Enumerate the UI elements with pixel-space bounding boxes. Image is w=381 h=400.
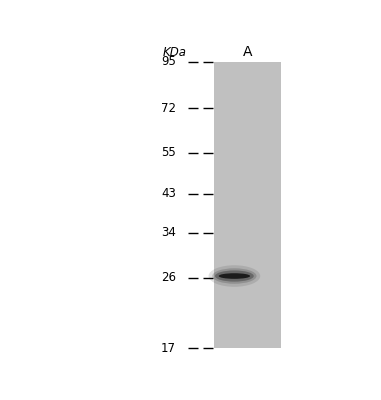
Text: 26: 26: [161, 271, 176, 284]
Ellipse shape: [219, 273, 250, 279]
Ellipse shape: [215, 270, 254, 282]
Text: 34: 34: [161, 226, 176, 240]
Ellipse shape: [212, 268, 256, 284]
Text: 95: 95: [161, 55, 176, 68]
Text: 72: 72: [161, 102, 176, 114]
Text: KDa: KDa: [163, 46, 187, 59]
Text: A: A: [243, 45, 253, 59]
Text: 55: 55: [161, 146, 176, 159]
FancyBboxPatch shape: [215, 62, 281, 348]
Ellipse shape: [208, 265, 260, 287]
Text: 17: 17: [161, 342, 176, 355]
Text: 43: 43: [161, 187, 176, 200]
